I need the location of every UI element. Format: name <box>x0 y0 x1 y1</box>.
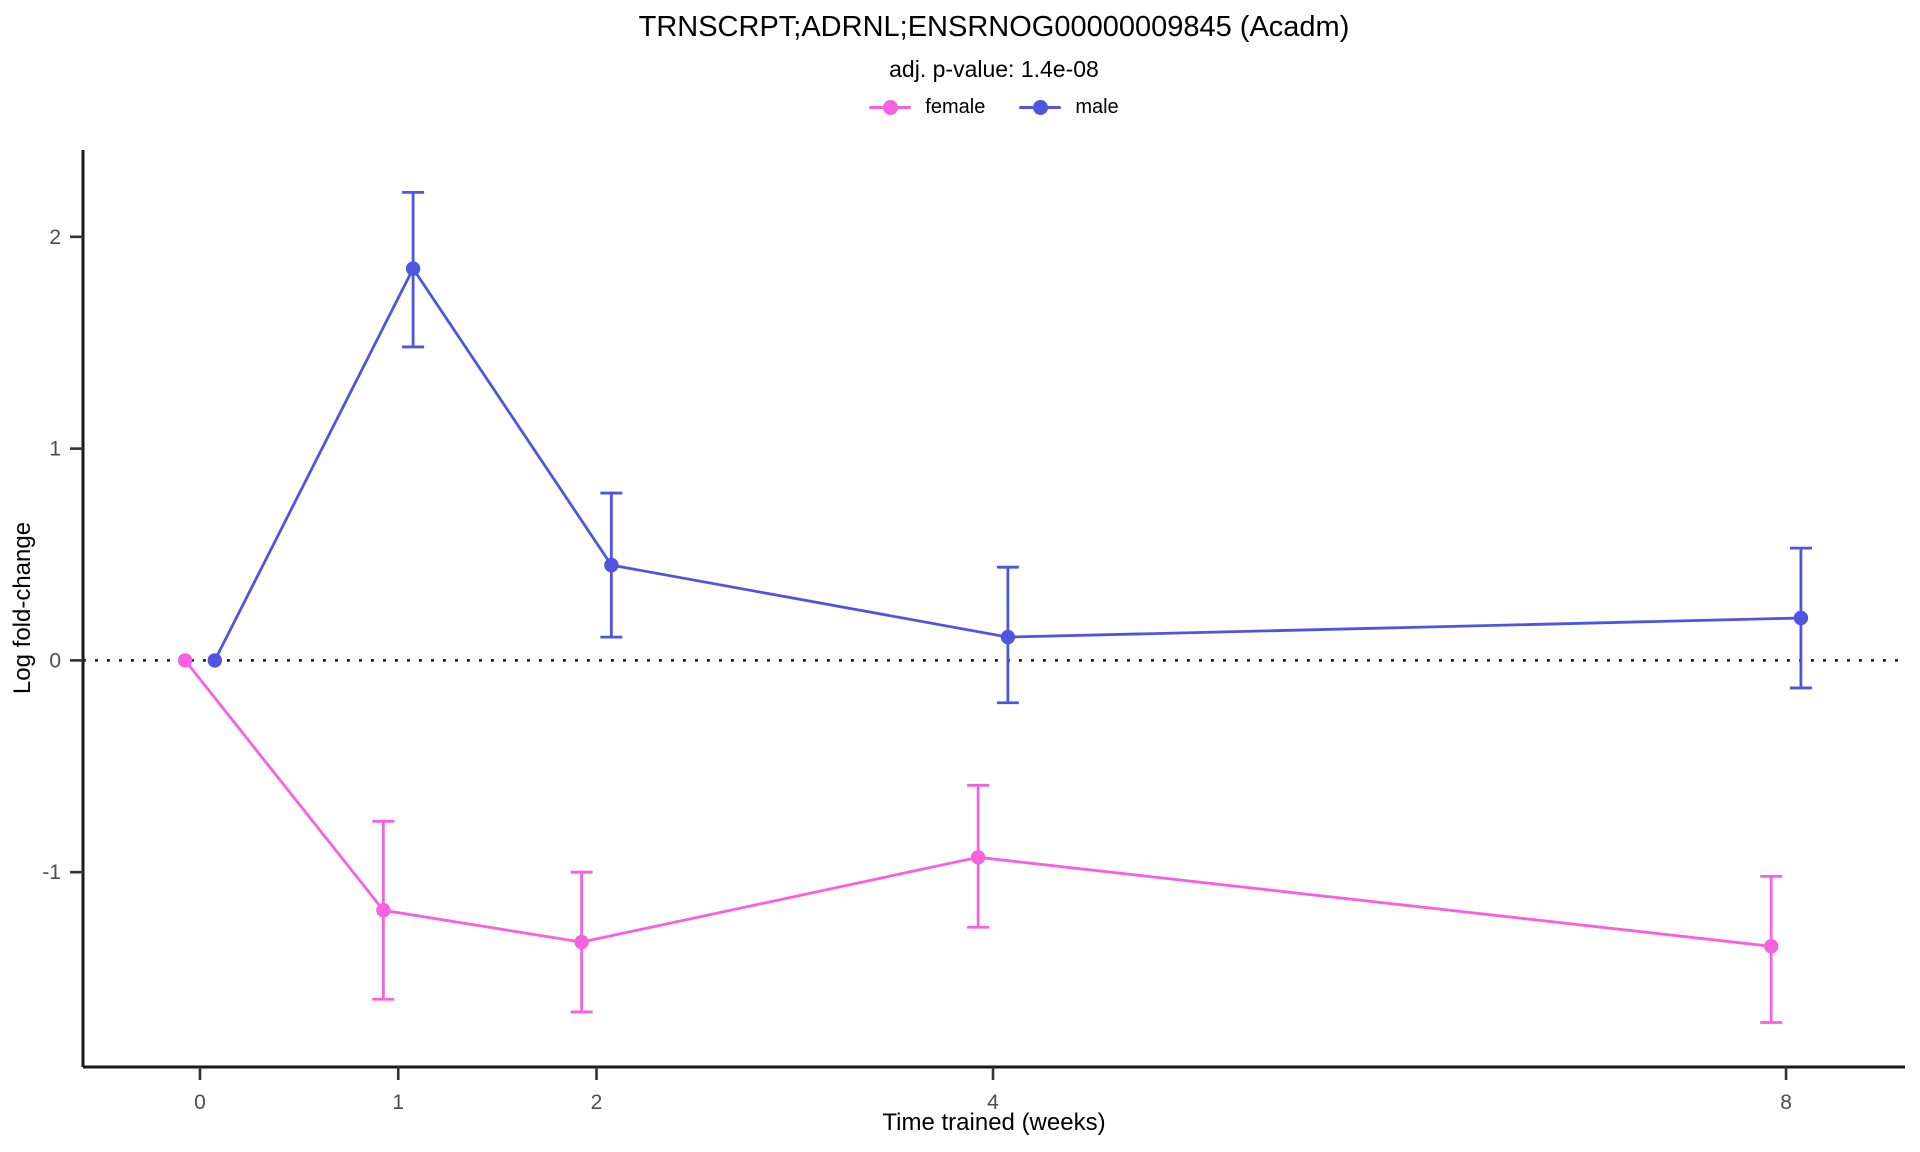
x-axis-title: Time trained (weeks) <box>882 1109 1105 1136</box>
male-point <box>1793 610 1809 626</box>
legend-item-male: male <box>1019 96 1119 119</box>
x-tick-label: 8 <box>1780 1091 1792 1114</box>
chart-title: TRNSCRPT;ADRNL;ENSRNOG00000009845 (Acadm… <box>638 11 1350 43</box>
y-tick-label: 1 <box>49 438 61 461</box>
female-point <box>1764 939 1779 954</box>
y-tick-label: 0 <box>49 649 61 672</box>
y-axis-title: Log fold-change <box>9 522 36 694</box>
legend-key-male-icon <box>1019 100 1062 115</box>
female-point <box>177 653 193 668</box>
male-point <box>405 261 421 276</box>
x-tick-label: 0 <box>194 1091 206 1114</box>
female-point <box>970 850 986 865</box>
legend-label-male: male <box>1075 96 1119 118</box>
female-point <box>574 934 589 950</box>
legend: female male <box>83 96 1905 119</box>
legend-item-female: female <box>869 96 985 119</box>
male-point <box>604 557 619 573</box>
y-tick-label: -1 <box>42 861 61 884</box>
female-point <box>376 903 391 918</box>
x-tick-label: 2 <box>591 1091 603 1114</box>
male-point <box>1000 629 1016 645</box>
male-point <box>207 653 222 668</box>
chart-subtitle: adj. p-value: 1.4e-08 <box>889 56 1099 82</box>
legend-label-female: female <box>925 96 986 118</box>
x-tick-label: 1 <box>392 1091 404 1114</box>
legend-key-female-icon <box>869 100 912 115</box>
y-tick-label: 2 <box>49 226 61 249</box>
x-tick-label: 4 <box>987 1091 999 1114</box>
